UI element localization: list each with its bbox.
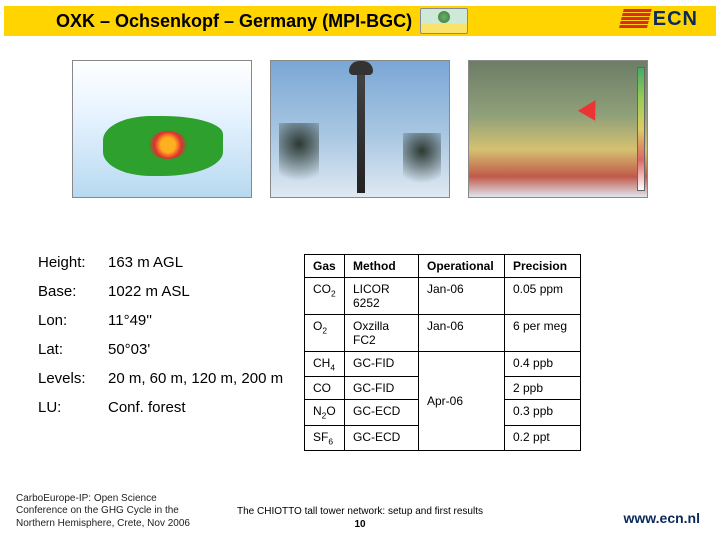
cell-gas: CO2 xyxy=(305,278,345,315)
lbl-height: Height: xyxy=(38,254,108,271)
tower-photo xyxy=(270,60,450,198)
cell-method: LICOR 6252 xyxy=(345,278,419,315)
lbl-lu: LU: xyxy=(38,399,108,416)
footer-center: The CHIOTTO tall tower network: setup an… xyxy=(0,506,720,530)
elevation-scale xyxy=(637,67,645,191)
cell-operational: Jan-06 xyxy=(419,315,505,352)
row-levels: Levels:20 m, 60 m, 120 m, 200 m xyxy=(38,370,283,387)
cell-gas: N2O xyxy=(305,400,345,425)
row-lon: Lon:11°49'' xyxy=(38,312,283,329)
table-row: O2 Oxzilla FC2 Jan-06 6 per meg xyxy=(305,315,581,352)
val-levels: 20 m, 60 m, 120 m, 200 m xyxy=(108,370,283,387)
page-title: OXK – Ochsenkopf – Germany (MPI-BGC) xyxy=(56,11,412,32)
row-height: Height:163 m AGL xyxy=(38,254,283,271)
val-lu: Conf. forest xyxy=(108,399,186,416)
cell-method: GC-ECD xyxy=(345,425,419,450)
ecn-logo: ECN xyxy=(621,8,698,31)
page-number: 10 xyxy=(0,519,720,530)
val-base: 1022 m ASL xyxy=(108,283,190,300)
image-row xyxy=(0,60,720,198)
lbl-levels: Levels: xyxy=(38,370,108,387)
cell-method: GC-FID xyxy=(345,377,419,400)
cell-gas: CO xyxy=(305,377,345,400)
cell-gas: SF6 xyxy=(305,425,345,450)
val-height: 163 m AGL xyxy=(108,254,183,271)
row-base: Base:1022 m ASL xyxy=(38,283,283,300)
ecn-stripes-icon xyxy=(618,9,651,31)
cell-gas: O2 xyxy=(305,315,345,352)
cell-method: GC-FID xyxy=(345,352,419,377)
val-lat: 50°03' xyxy=(108,341,150,358)
cell-precision: 0.2 ppt xyxy=(505,425,581,450)
row-lu: LU:Conf. forest xyxy=(38,399,283,416)
lbl-lon: Lon: xyxy=(38,312,108,329)
gas-table: Gas Method Operational Precision CO2 LIC… xyxy=(304,254,581,451)
cell-gas: CH4 xyxy=(305,352,345,377)
station-info: Height:163 m AGL Base:1022 m ASL Lon:11°… xyxy=(38,254,283,428)
cell-method: Oxzilla FC2 xyxy=(345,315,419,352)
th-precision: Precision xyxy=(505,255,581,278)
cell-precision: 0.4 ppb xyxy=(505,352,581,377)
th-gas: Gas xyxy=(305,255,345,278)
mpi-bgc-logo xyxy=(420,8,468,34)
cell-method: GC-ECD xyxy=(345,400,419,425)
footer-right: www.ecn.nl xyxy=(624,510,701,526)
cell-operational: Jan-06 xyxy=(419,278,505,315)
ecn-text: ECN xyxy=(653,8,698,31)
cell-precision: 6 per meg xyxy=(505,315,581,352)
th-method: Method xyxy=(345,255,419,278)
th-operational: Operational xyxy=(419,255,505,278)
table-header-row: Gas Method Operational Precision xyxy=(305,255,581,278)
europe-map-image xyxy=(72,60,252,198)
table-row: CH4 GC-FID Apr-06 0.4 ppb xyxy=(305,352,581,377)
val-lon: 11°49'' xyxy=(108,312,152,329)
topography-map-image xyxy=(468,60,648,198)
cell-precision: 2 ppb xyxy=(505,377,581,400)
location-arrow-icon xyxy=(578,95,604,121)
row-lat: Lat:50°03' xyxy=(38,341,283,358)
footer-center-text: The CHIOTTO tall tower network: setup an… xyxy=(237,506,483,517)
cell-operational-merged: Apr-06 xyxy=(419,352,505,451)
cell-precision: 0.05 ppm xyxy=(505,278,581,315)
table-row: CO2 LICOR 6252 Jan-06 0.05 ppm xyxy=(305,278,581,315)
cell-precision: 0.3 ppb xyxy=(505,400,581,425)
lbl-lat: Lat: xyxy=(38,341,108,358)
title-bar: OXK – Ochsenkopf – Germany (MPI-BGC) ECN xyxy=(4,6,716,36)
lbl-base: Base: xyxy=(38,283,108,300)
